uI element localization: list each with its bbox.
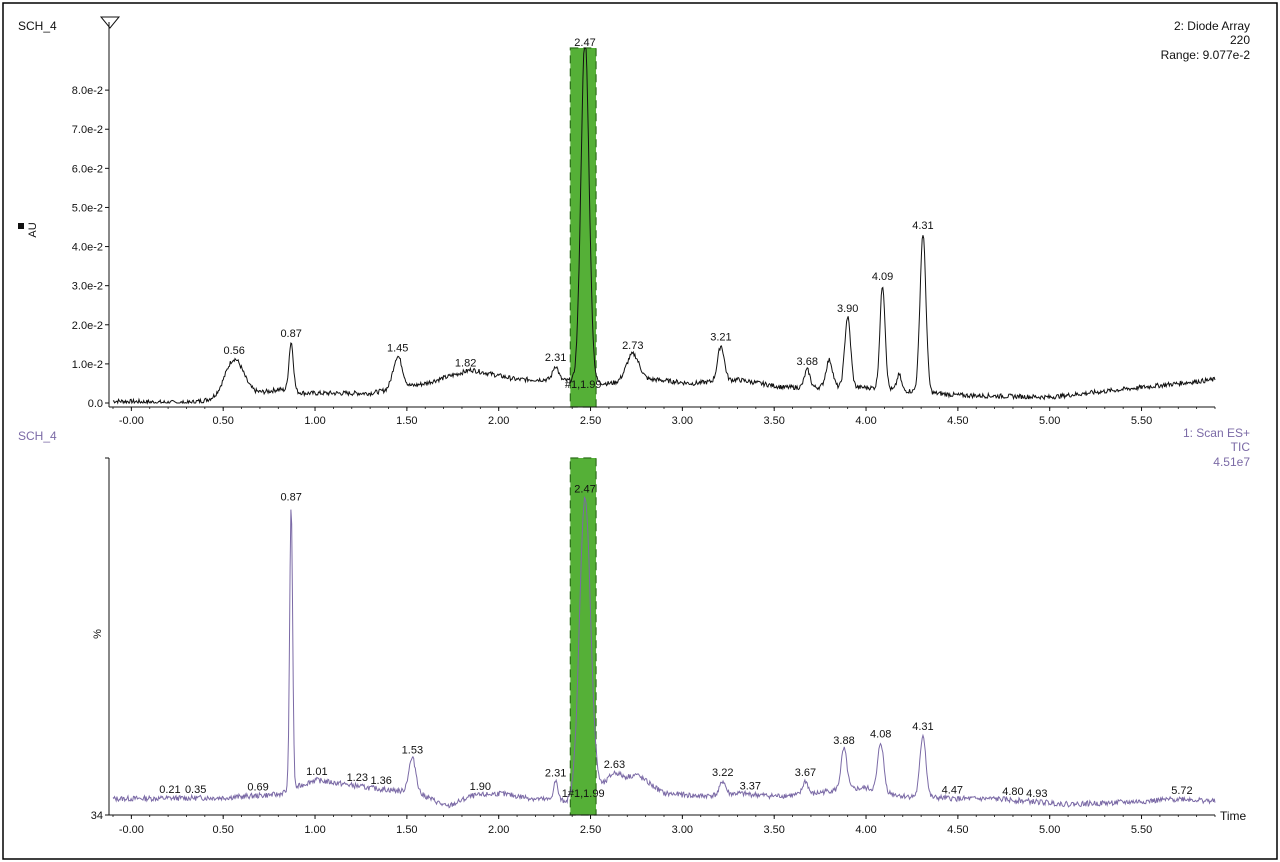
- x-tick-label: 2.50: [580, 824, 601, 836]
- peak-label: 3.90: [837, 303, 858, 315]
- peak-label: 4.47: [942, 785, 963, 797]
- peak-label: 2.47: [574, 37, 595, 49]
- peak-label: 0.69: [247, 782, 268, 794]
- peak-label: 1.36: [370, 775, 391, 787]
- peak-label: 4.31: [912, 721, 933, 733]
- peak-label: 4.09: [872, 271, 893, 283]
- peak-label: 2.31: [545, 767, 566, 779]
- peak-labels: 0.21 0.35 0.69 0.87 1.01 1.23 1.36 1.53 1.90 2.31…: [159, 483, 1192, 800]
- y-tick-label: 4.0e-2: [72, 242, 103, 254]
- peak-label: 0.21: [159, 784, 180, 796]
- y-axis-ticks: 0.0 1.0e-2 2.0e-2 3.0e-2 4.0e-2 5.0e-2 6.0e-2 7…: [72, 85, 109, 410]
- x-axis-ticks: -0.00 0.50 1.00 1.50 2.00 2.50 3.00 3.50 4.00 4.5…: [112, 407, 1216, 427]
- peak-label: 0.35: [185, 784, 206, 796]
- x-axis-label: Time: [1220, 809, 1247, 823]
- y-axis-label-group: AU: [27, 222, 39, 237]
- y-tick-label: 8.0e-2: [72, 85, 103, 97]
- y-tick-label: 1.0e-2: [72, 359, 103, 371]
- sample-name: SCH_4: [18, 19, 57, 33]
- wavelength-label: 220: [1230, 33, 1250, 47]
- x-tick-label: 3.50: [763, 824, 784, 836]
- y-axis-ticks: 34: [91, 457, 109, 822]
- x-tick-label: 3.50: [763, 415, 784, 427]
- x-tick-label: 3.00: [672, 824, 693, 836]
- x-tick-label: 1.50: [396, 415, 417, 427]
- peak-label: 4.31: [912, 220, 933, 232]
- peak-label: 3.68: [797, 356, 818, 368]
- x-tick-label: 5.50: [1131, 824, 1152, 836]
- peak-label: 1.53: [402, 744, 423, 756]
- diode-array-panel: SCH_4 2: Diode Array 220 Range: 9.077e-2…: [18, 16, 1251, 427]
- range-label: Range: 9.077e-2: [1161, 48, 1251, 62]
- peak-label: 3.37: [740, 780, 761, 792]
- x-tick-label: 2.00: [488, 824, 509, 836]
- highlight-label: #1,1.99: [565, 379, 602, 391]
- sample-name: SCH_4: [18, 429, 57, 443]
- x-tick-label: 4.00: [855, 415, 876, 427]
- highlight-label: 1#1,1.99: [562, 788, 605, 800]
- y-tick-label: 3.0e-2: [72, 281, 103, 293]
- x-tick-label: -0.00: [119, 415, 144, 427]
- x-tick-label: 1.00: [304, 415, 325, 427]
- y-tick-label: 6.0e-2: [72, 163, 103, 175]
- x-tick-label: 5.00: [1039, 824, 1060, 836]
- x-tick-label: 0.50: [212, 824, 233, 836]
- peak-label: 2.31: [545, 352, 566, 364]
- peak-label: 0.56: [224, 345, 245, 357]
- peak-label: 5.72: [1171, 785, 1192, 797]
- x-tick-label: 4.50: [947, 415, 968, 427]
- peak-label: 1.45: [387, 342, 408, 354]
- peak-labels: 0.56 0.87 1.45 1.82 2.31 2.47 2.73 3.21 3.68 3.90…: [224, 37, 934, 369]
- peak-label: 3.22: [712, 767, 733, 779]
- x-tick-label: 2.50: [580, 415, 601, 427]
- x-tick-label: -0.00: [119, 824, 144, 836]
- x-tick-label: 1.50: [396, 824, 417, 836]
- peak-label: 4.80: [1002, 786, 1023, 798]
- scale-marker-icon: [99, 16, 121, 29]
- peak-label: 0.87: [280, 328, 301, 340]
- x-axis-ticks: -0.00 0.50 1.00 1.50 2.00 2.50 3.00 3.50 4.00 4.5…: [112, 815, 1216, 836]
- x-tick-label: 4.00: [855, 824, 876, 836]
- diode-array-trace: [112, 47, 1216, 405]
- y-axis-label: AU: [27, 222, 39, 237]
- y-axis-marker-icon: [18, 223, 24, 229]
- y-axis-label-group: %: [92, 629, 104, 639]
- intensity-label: 4.51e7: [1213, 455, 1250, 469]
- y-tick-label: 5.0e-2: [72, 202, 103, 214]
- peak-label: 4.93: [1026, 788, 1047, 800]
- peak-label: 1.90: [470, 781, 491, 793]
- peak-label: 2.47: [574, 483, 595, 495]
- x-tick-label: 3.00: [672, 415, 693, 427]
- x-tick-label: 2.00: [488, 415, 509, 427]
- peak-label: 3.67: [795, 767, 816, 779]
- tic-trace: [112, 495, 1216, 809]
- channel-label: 2: Diode Array: [1174, 19, 1250, 33]
- peak-label: 3.21: [710, 332, 731, 344]
- channel-label: 1: Scan ES+: [1183, 426, 1250, 440]
- x-tick-label: 0.50: [212, 415, 233, 427]
- peak-label: 2.73: [622, 340, 643, 352]
- tic-panel: SCH_4 1: Scan ES+ TIC 4.51e7 % Time 34 -…: [18, 426, 1250, 836]
- peak-label: 0.87: [280, 491, 301, 503]
- y-tick-label: 2.0e-2: [72, 320, 103, 332]
- peak-label: 1.82: [455, 357, 476, 369]
- y-axis-label: %: [92, 629, 104, 639]
- y-tick-label: 0.0: [88, 398, 103, 410]
- detector-label: TIC: [1231, 440, 1251, 454]
- peak-label: 1.23: [347, 772, 368, 784]
- y-tick-label: 7.0e-2: [72, 124, 103, 136]
- peak-highlight-band: [569, 47, 597, 408]
- peak-label: 2.63: [604, 759, 625, 771]
- peak-label: 3.88: [833, 735, 854, 747]
- x-tick-label: 5.00: [1039, 415, 1060, 427]
- y-tick-label: 34: [91, 810, 103, 822]
- x-tick-label: 1.00: [304, 824, 325, 836]
- x-tick-label: 5.50: [1131, 415, 1152, 427]
- x-tick-label: 4.50: [947, 824, 968, 836]
- peak-label: 1.01: [306, 766, 327, 778]
- peak-label: 4.08: [870, 729, 891, 741]
